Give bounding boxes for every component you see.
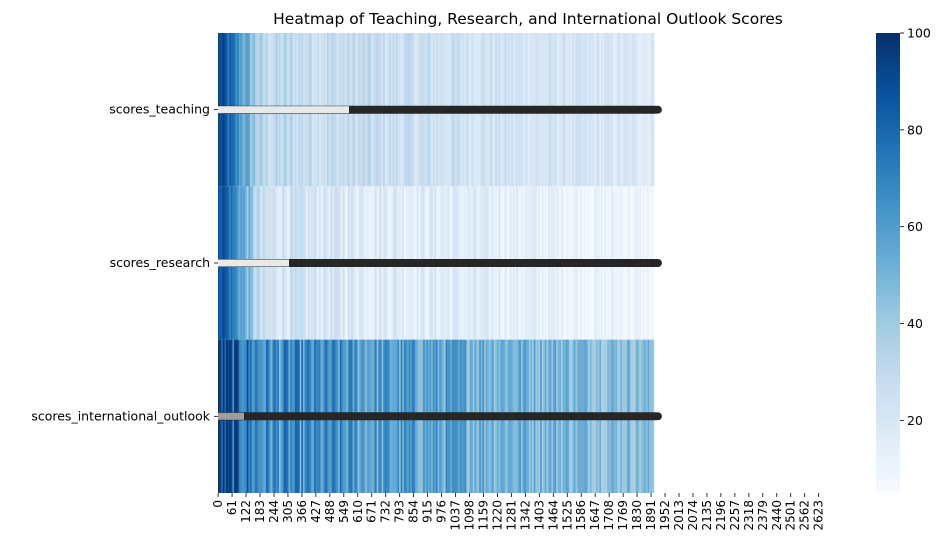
x-tick-label: 854 [407, 500, 421, 523]
x-tick-label: 183 [253, 500, 267, 523]
x-tick-label: 2257 [728, 500, 742, 531]
x-tick-label: 1281 [504, 500, 518, 531]
x-tick-label: 488 [323, 500, 337, 523]
annotation-band [218, 259, 658, 267]
x-tick-label: 2379 [756, 500, 770, 531]
x-tick-label: 122 [239, 500, 253, 523]
x-tick-label: 1037 [449, 500, 463, 531]
x-tick-label: 1891 [644, 500, 658, 531]
colorbar: 20 40 60 80 100 [876, 26, 931, 493]
colorbar-tick-label: 80 [907, 122, 923, 137]
x-tick-label: 610 [351, 500, 365, 523]
x-tick-label: 2074 [686, 500, 700, 531]
x-tick-label: 915 [421, 500, 435, 523]
colorbar-tick-label: 100 [907, 26, 931, 41]
row-label: scores_research [110, 255, 210, 270]
x-axis: 0 61 122 183 244 305 366 427 488 549 610 671 732 793 8… [211, 493, 826, 531]
row-label: scores_teaching [109, 102, 210, 117]
x-tick-label: 2562 [798, 500, 812, 531]
x-tick-label: 427 [309, 500, 323, 523]
x-tick-label: 0 [211, 500, 225, 508]
x-tick-label: 1342 [518, 500, 532, 531]
x-tick-label: 1098 [463, 500, 477, 531]
x-tick-label: 1708 [602, 500, 616, 531]
x-tick-label: 732 [379, 500, 393, 523]
row-label: scores_international_outlook [31, 408, 210, 423]
x-tick-label: 2196 [714, 500, 728, 531]
x-tick-label: 1647 [588, 500, 602, 531]
x-tick-label: 1159 [476, 500, 490, 531]
x-tick-label: 2440 [770, 500, 784, 531]
x-tick-label: 1586 [574, 500, 588, 531]
annotation-band-light [214, 106, 349, 114]
x-tick-label: 61 [225, 500, 239, 515]
x-tick-label: 976 [435, 500, 449, 523]
annotation-band-end [653, 105, 662, 114]
annotation-band-light [214, 259, 289, 267]
x-tick-label: 1769 [616, 500, 630, 531]
annotation-band-light [214, 412, 244, 420]
annotation-band [218, 412, 658, 421]
cell-annotations [214, 105, 662, 421]
colorbar-tick-label: 60 [907, 219, 923, 234]
x-tick-label: 305 [281, 500, 295, 523]
x-tick-label: 1525 [560, 500, 574, 531]
row-labels: scores_teaching scores_research scores_int… [31, 102, 218, 423]
x-tick-label: 366 [295, 500, 309, 523]
x-tick-label: 1403 [532, 500, 546, 531]
x-tick-label: 1830 [630, 500, 644, 531]
x-tick-label: 1220 [490, 500, 504, 531]
x-tick-label: 671 [365, 500, 379, 523]
annotation-band-end [653, 412, 662, 421]
x-tick-label: 2135 [700, 500, 714, 531]
x-tick-label: 2013 [672, 500, 686, 531]
colorbar-tick-label: 20 [907, 413, 923, 428]
x-tick-label: 2318 [742, 500, 756, 531]
x-tick-label: 2623 [812, 500, 826, 531]
x-tick-label: 2501 [784, 500, 798, 531]
x-tick-label: 549 [337, 500, 351, 523]
x-tick-label: 1952 [658, 500, 672, 531]
colorbar-tick-label: 40 [907, 316, 923, 331]
x-tick-label: 793 [393, 500, 407, 523]
x-tick-label: 1464 [546, 500, 560, 531]
x-tick-label: 244 [267, 500, 281, 523]
chart-title: Heatmap of Teaching, Research, and Inter… [273, 10, 783, 28]
annotation-band-end [653, 259, 662, 267]
colorbar-gradient [876, 33, 900, 493]
